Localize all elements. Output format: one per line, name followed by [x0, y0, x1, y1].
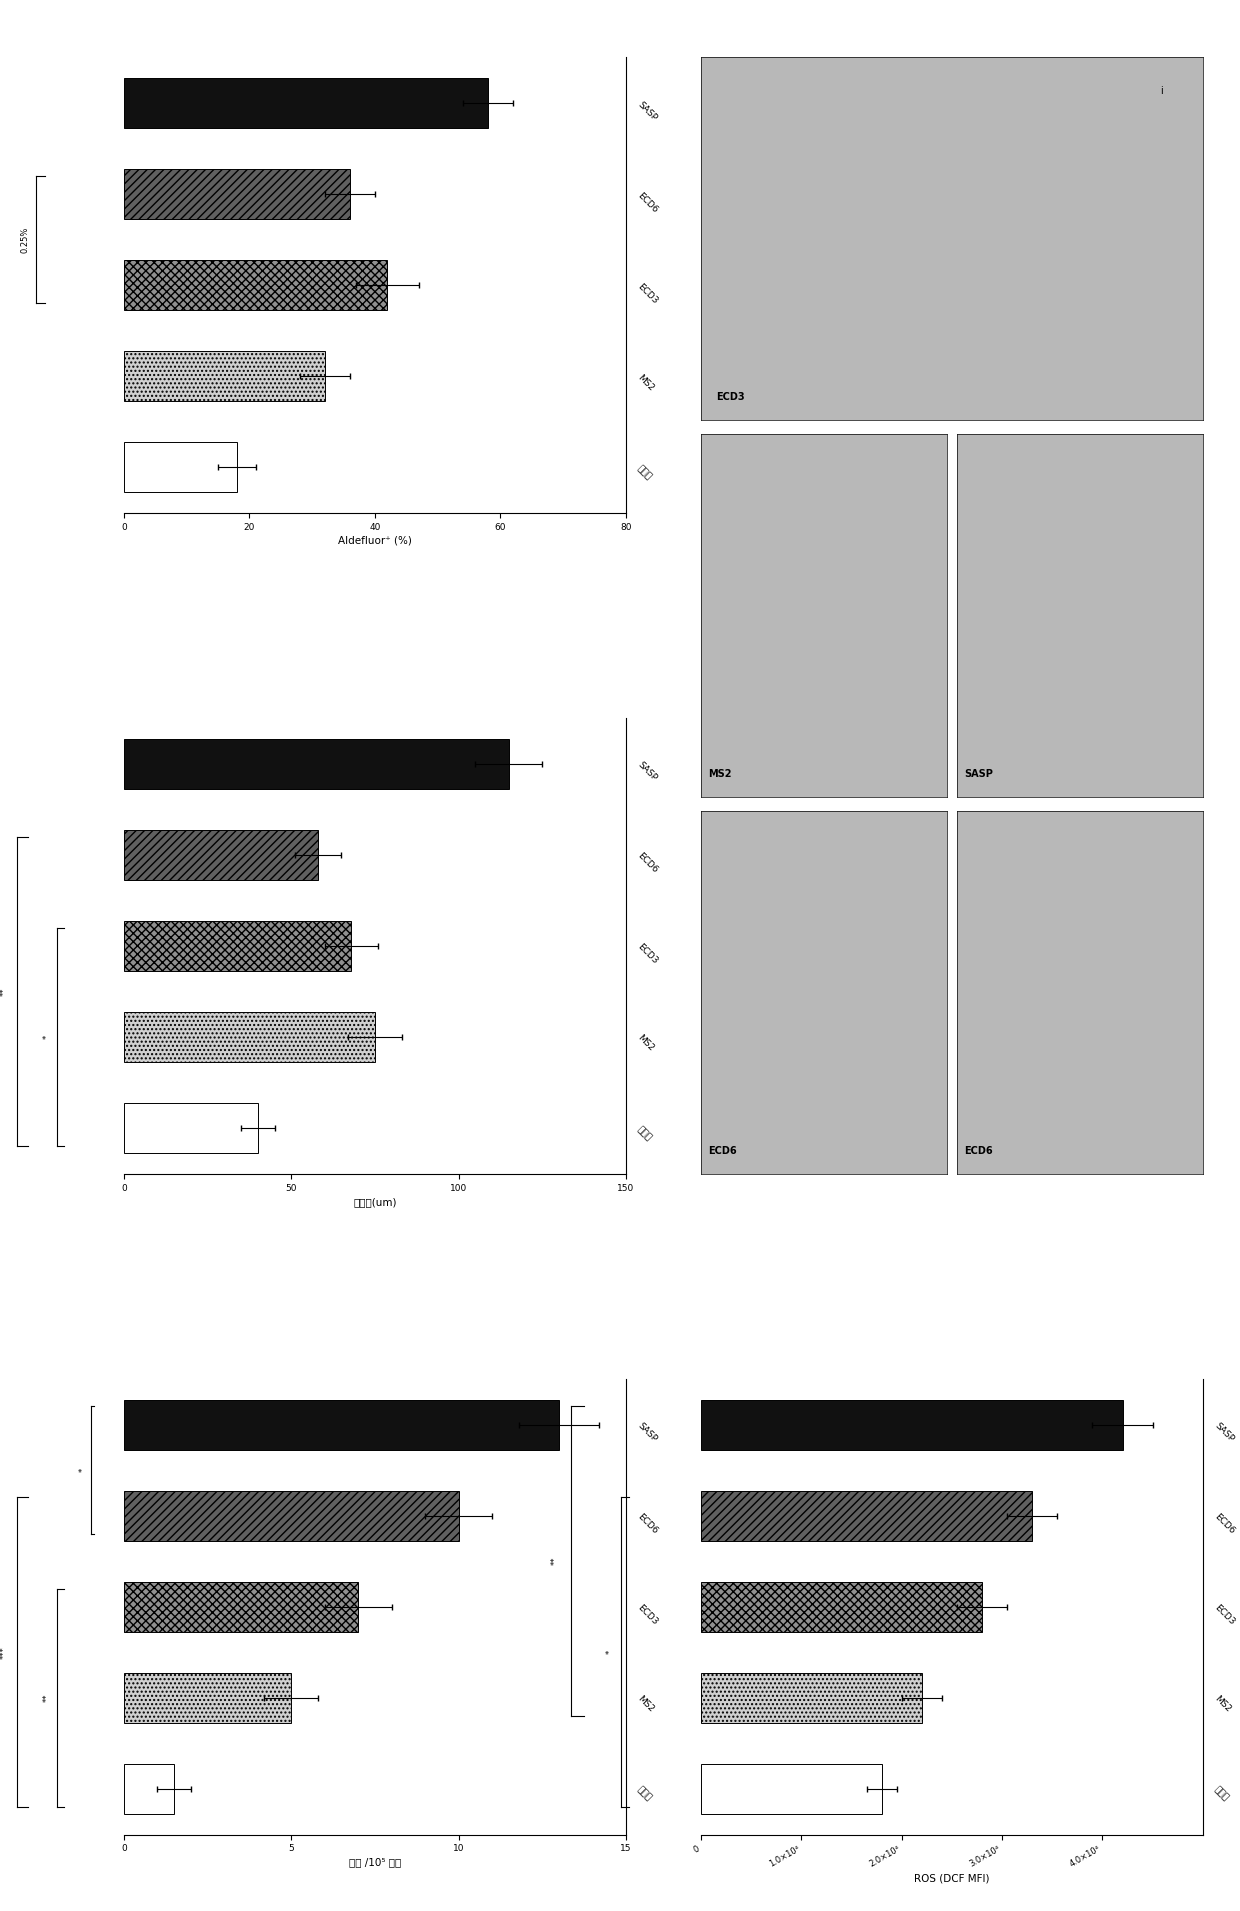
Text: SASP: SASP [965, 768, 993, 778]
Bar [701, 1672, 921, 1724]
Text: MS2: MS2 [708, 768, 732, 778]
X-axis label: Aldefluor⁺ (%): Aldefluor⁺ (%) [339, 535, 412, 547]
Text: ECD3: ECD3 [715, 392, 745, 401]
X-axis label: 球数 /10⁵ 细胞: 球数 /10⁵ 细胞 [348, 1857, 401, 1867]
Text: ECD6: ECD6 [708, 1147, 737, 1156]
Bar [124, 740, 508, 789]
Bar [124, 260, 387, 310]
X-axis label: ROS (DCF MFI): ROS (DCF MFI) [914, 1873, 990, 1884]
Text: i: i [1159, 86, 1163, 96]
Bar [701, 1764, 882, 1814]
Bar [124, 441, 237, 493]
Bar [124, 921, 351, 971]
Bar [124, 1672, 291, 1724]
X-axis label: 球直径(um): 球直径(um) [353, 1196, 397, 1206]
Text: ECD6: ECD6 [965, 1147, 993, 1156]
Bar [701, 1399, 1122, 1450]
Text: *: * [79, 1468, 88, 1471]
Bar [124, 168, 350, 220]
Text: **: ** [0, 988, 9, 996]
Text: *: * [42, 1036, 52, 1040]
Bar [124, 1013, 374, 1063]
Bar [124, 1103, 258, 1152]
Text: **: ** [42, 1693, 52, 1703]
Text: **: ** [551, 1557, 560, 1565]
Bar [124, 1582, 358, 1632]
Text: 0.25%: 0.25% [20, 227, 30, 252]
Bar [701, 1582, 982, 1632]
Bar [124, 829, 317, 879]
Text: ***: *** [0, 1645, 9, 1659]
Bar [124, 78, 487, 128]
Bar [124, 1399, 559, 1450]
Bar [124, 352, 325, 401]
Text: *: * [605, 1649, 614, 1655]
Bar [124, 1764, 174, 1814]
Bar [701, 1491, 1032, 1540]
Bar [124, 1491, 459, 1540]
